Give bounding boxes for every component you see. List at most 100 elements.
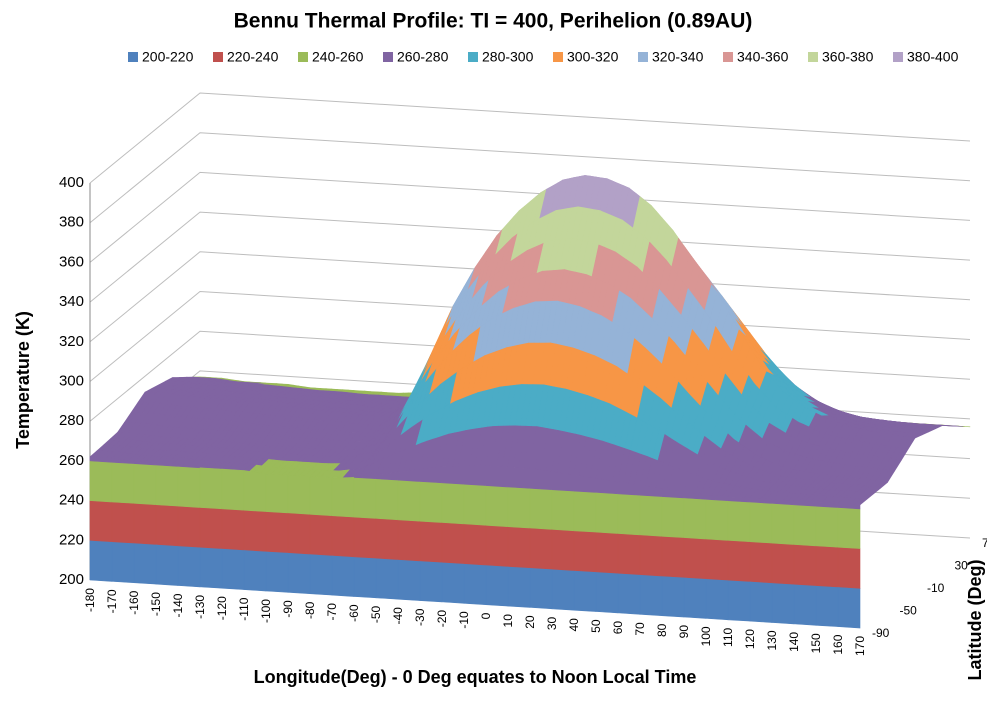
surface-wall (353, 477, 377, 519)
surface-wall (727, 540, 751, 582)
surface-wall (331, 555, 355, 597)
x-tick-label: 170 (853, 636, 867, 656)
legend-swatch (893, 52, 903, 62)
x-tick-label: 50 (589, 619, 603, 633)
legend-swatch (128, 52, 138, 62)
surface-wall (617, 572, 641, 615)
surface-wall (771, 503, 795, 545)
surface-wall (793, 583, 817, 626)
surface-wall (837, 586, 861, 629)
z-axis-title: Temperature (K) (13, 311, 33, 449)
surface-wall (683, 497, 707, 540)
surface-wall (573, 474, 597, 493)
x-tick-label: -40 (391, 607, 405, 625)
surface-wall (573, 570, 597, 612)
legend-label: 200-220 (142, 49, 194, 65)
surface-wall (551, 471, 575, 492)
surface-wall (397, 559, 421, 601)
surface-wall (639, 534, 663, 577)
surface-wall (353, 516, 377, 559)
z-tick-label: 400 (59, 174, 84, 191)
surface-wall (837, 503, 861, 510)
x-tick-label: 150 (809, 633, 823, 653)
z-tick-label: 380 (59, 214, 84, 231)
surface-wall (287, 512, 311, 555)
surface-wall (353, 556, 377, 599)
z-tick-label: 340 (59, 293, 84, 310)
x-tick-label: -170 (105, 589, 119, 613)
surface-wall (683, 537, 707, 580)
legend-swatch (808, 52, 818, 62)
x-tick-label: -30 (413, 608, 427, 626)
legend-label: 380-400 (907, 49, 959, 65)
x-tick-label: 60 (611, 621, 625, 635)
surface-wall (595, 492, 619, 534)
surface-wall (199, 467, 223, 510)
surface-wall (815, 545, 839, 588)
surface-wall (419, 560, 443, 603)
x-tick-label: -100 (259, 599, 273, 623)
surface-wall (639, 574, 663, 617)
surface-wall (485, 465, 509, 488)
legend-swatch (298, 52, 308, 62)
y-tick-label: 30 (955, 559, 969, 573)
surface-wall (485, 485, 509, 528)
surface-wall (705, 498, 729, 541)
legend-swatch (553, 52, 563, 62)
z-tick-label: 220 (59, 531, 84, 548)
x-tick-label: -60 (347, 604, 361, 622)
surface-wall (749, 541, 773, 584)
y-tick-label: -90 (872, 626, 890, 640)
legend-label: 260-280 (397, 49, 449, 65)
surface-wall (551, 568, 575, 611)
grid-line (89, 171, 971, 263)
legend-swatch (468, 52, 478, 62)
x-tick-label: 110 (721, 627, 735, 646)
surface-wall (507, 566, 531, 608)
surface-wall (507, 466, 531, 489)
surface-wall (529, 567, 553, 610)
surface-wall (309, 513, 333, 556)
surface-wall (815, 585, 839, 627)
surface-wall (441, 482, 465, 525)
x-tick-label: 120 (743, 629, 757, 649)
surface-wall (529, 487, 553, 530)
x-tick-label: 80 (655, 623, 669, 637)
z-tick-label: 200 (59, 571, 84, 588)
surface-wall (265, 473, 289, 514)
surface-wall (243, 549, 267, 592)
surface-wall (573, 490, 597, 533)
surface-wall (111, 461, 135, 504)
surface-wall (375, 518, 399, 560)
x-tick-label: -110 (237, 597, 251, 620)
legend-label: 280-300 (482, 49, 534, 65)
surface-wall (419, 520, 443, 563)
surface-wall (661, 496, 685, 538)
surface-wall (89, 500, 113, 543)
y-tick-label: -10 (927, 581, 945, 595)
legend-label: 240-260 (312, 49, 364, 65)
legend-label: 300-320 (567, 49, 619, 65)
surface-wall (749, 501, 773, 544)
surface-wall (617, 493, 641, 536)
y-tick-label: -50 (900, 604, 918, 618)
surface-wall (463, 465, 487, 486)
legend-label: 360-380 (822, 49, 874, 65)
surface-wall (397, 479, 421, 522)
x-tick-label: -70 (325, 603, 339, 621)
x-tick-label: -80 (303, 601, 317, 619)
legend-swatch (213, 52, 223, 62)
x-tick-label: 100 (699, 626, 713, 646)
chart-title: Bennu Thermal Profile: TI = 400, Perihel… (234, 10, 753, 33)
x-tick-label: -140 (171, 593, 185, 617)
surface-wall (331, 515, 355, 558)
surface-wall (199, 507, 223, 549)
surface-wall (485, 564, 509, 607)
surface-wall (155, 504, 179, 547)
surface-wall (111, 501, 135, 544)
surface-wall (705, 578, 729, 621)
surface-wall (133, 502, 157, 545)
grid-line (89, 211, 971, 303)
surface-wall (529, 468, 553, 491)
